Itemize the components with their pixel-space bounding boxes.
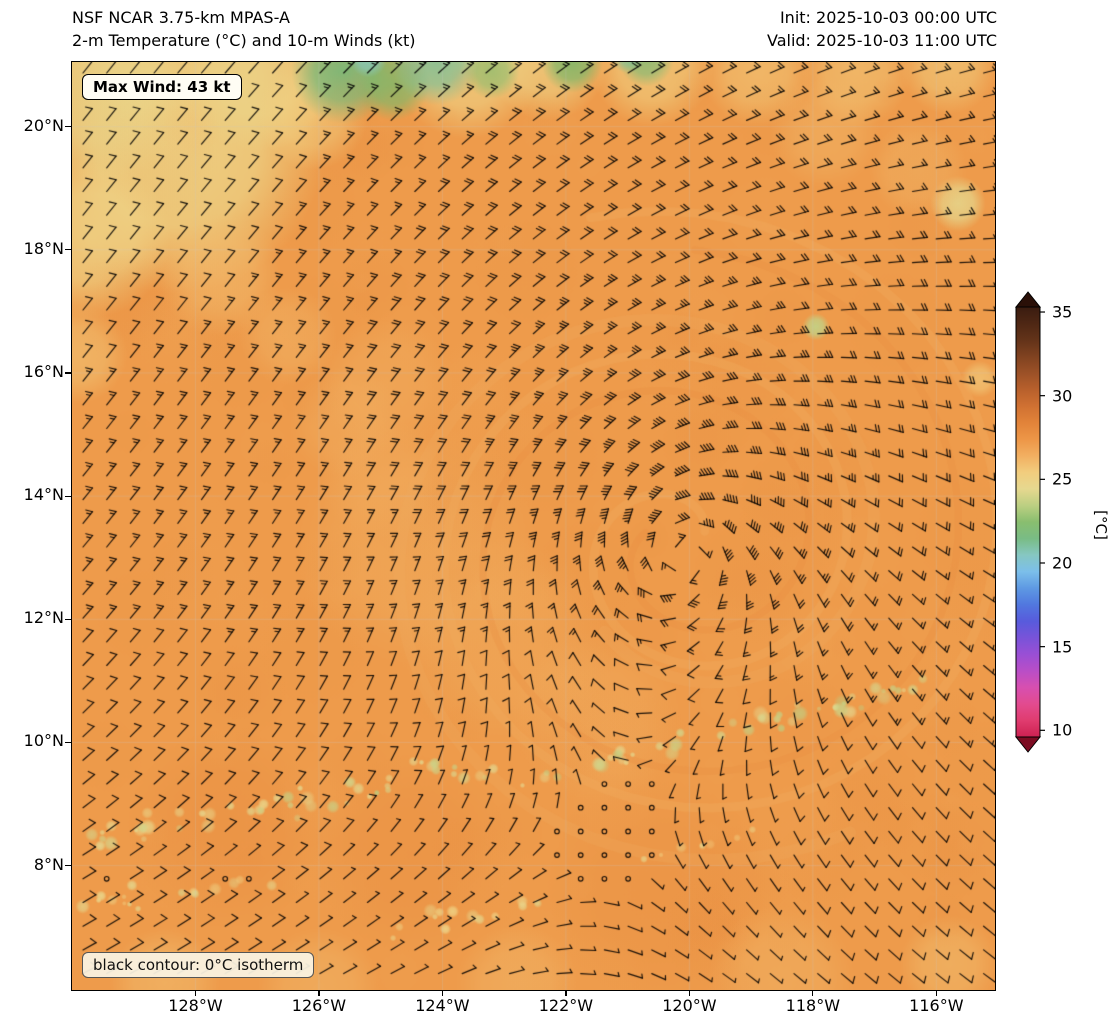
plot-title-line1: NSF NCAR 3.75-km MPAS-A	[72, 8, 290, 27]
contour-note-annotation: black contour: 0°C isotherm	[82, 952, 315, 978]
lat-tick-mark	[65, 495, 71, 497]
colorbar-tick-label: 35	[1052, 302, 1073, 322]
lat-tick-label: 16°N	[23, 361, 64, 381]
lat-tick-label: 20°N	[23, 115, 64, 135]
max-wind-annotation: Max Wind: 43 kt	[82, 74, 242, 100]
plot-title-line2: 2-m Temperature (°C) and 10-m Winds (kt)	[72, 31, 416, 50]
lon-tick-mark	[812, 990, 814, 996]
lon-tick-mark	[688, 990, 690, 996]
lat-tick-label: 12°N	[23, 608, 64, 628]
map-plot-area: Max Wind: 43 kt black contour: 0°C isoth…	[71, 61, 996, 991]
plot-title-block: NSF NCAR 3.75-km MPAS-A 2-m Temperature …	[72, 6, 415, 52]
plot-time-block: Init: 2025-10-03 00:00 UTC Valid: 2025-1…	[767, 6, 997, 52]
colorbar-units-label: [°C]	[1091, 510, 1110, 540]
map-canvas	[72, 62, 995, 990]
temperature-colorbar: 10 15 20 25 30 35 [°C]	[1010, 290, 1115, 770]
lat-tick-mark	[65, 618, 71, 620]
lon-tick-label: 120°W	[662, 996, 717, 1015]
lon-tick-label: 126°W	[291, 996, 347, 1015]
colorbar-tick-label: 15	[1052, 637, 1073, 657]
colorbar-tick-label: 30	[1052, 386, 1073, 406]
lat-tick-mark	[65, 372, 71, 374]
lat-tick-label: 8°N	[33, 854, 64, 874]
lon-tick-mark	[935, 990, 937, 996]
lat-tick-label: 14°N	[23, 485, 64, 505]
colorbar-tick-label: 10	[1052, 720, 1073, 740]
lon-tick-mark	[318, 990, 320, 996]
init-time-label: Init: 2025-10-03 00:00 UTC	[779, 8, 997, 27]
lat-tick-mark	[65, 865, 71, 867]
lat-tick-mark	[65, 126, 71, 128]
lon-tick-label: 122°W	[538, 996, 594, 1015]
colorbar-tick-label: 25	[1052, 469, 1073, 489]
lon-tick-mark	[441, 990, 444, 996]
lon-tick-label: 118°W	[785, 996, 841, 1015]
lon-tick-label: 128°W	[168, 996, 223, 1015]
lon-tick-label: 116°W	[909, 996, 964, 1015]
lat-tick-mark	[65, 741, 71, 744]
valid-time-label: Valid: 2025-10-03 11:00 UTC	[766, 31, 997, 50]
lon-tick-mark	[565, 990, 567, 996]
colorbar-gradient-bar	[1014, 291, 1045, 753]
lat-tick-mark	[65, 249, 71, 251]
lon-tick-label: 124°W	[415, 996, 470, 1015]
lat-tick-label: 10°N	[23, 731, 64, 751]
colorbar-tick-label: 20	[1052, 553, 1073, 573]
lon-tick-mark	[194, 990, 197, 996]
lat-tick-label: 18°N	[23, 238, 64, 258]
